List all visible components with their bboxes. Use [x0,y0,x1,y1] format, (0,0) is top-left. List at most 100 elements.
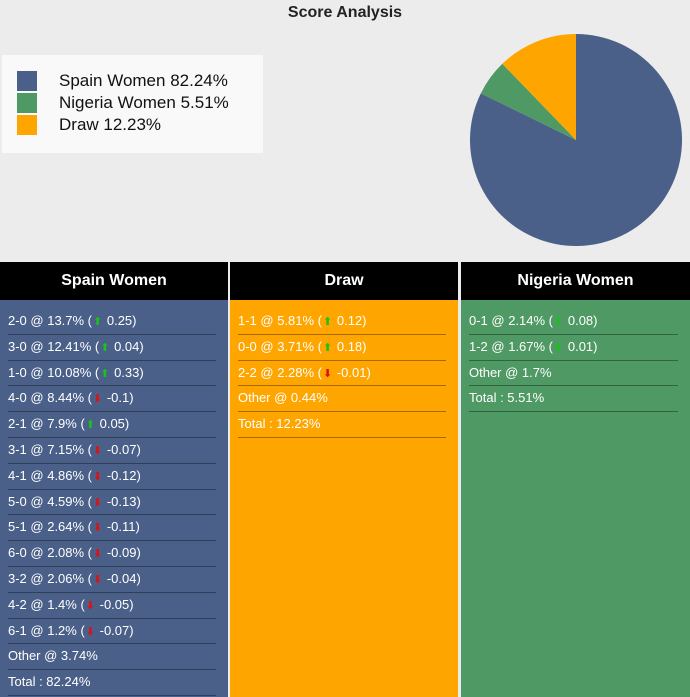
chart-title: Score Analysis [287,4,403,21]
legend-item-draw: Draw 12.23% [17,114,263,136]
score-text: Total : 5.51% [469,390,545,406]
score-text: Total : 82.24% [8,674,91,690]
arrow-down-icon: ⬇ [93,573,103,586]
score-change: 0.05) [96,416,130,432]
score-change: 0.33) [110,364,144,380]
score-change: -0.11) [103,519,140,535]
arrow-down-icon: ⬇ [93,470,103,483]
score-row: Total : 12.23% [238,412,446,438]
score-text: 6-1 @ 1.2% ( [8,622,85,638]
arrow-up-icon: ⬆ [554,316,564,328]
score-text: 3-0 @ 12.41% ( [8,338,100,354]
score-row: 2-0 @ 13.7% (⬆ 0.25) [8,309,216,335]
score-row: Other @ 1.7% [469,361,678,387]
pie-slice-draw [502,34,576,140]
arrow-down-icon: ⬇ [93,444,103,457]
score-text: Other @ 1.7% [469,364,552,380]
legend-label-nigeria: Nigeria Women 5.51% [59,93,229,112]
score-text: 1-0 @ 10.08% ( [8,364,100,380]
arrow-down-icon: ⬇ [85,599,95,612]
score-row: 1-1 @ 5.81% (⬆ 0.12) [238,309,446,335]
score-change: 0.12) [333,313,367,328]
arrow-down-icon: ⬇ [93,496,103,509]
score-text: 1-1 @ 5.81% ( [238,313,323,328]
arrow-down-icon: ⬇ [323,367,333,380]
arrow-up-icon: ⬆ [85,419,95,432]
legend-item-spain: Spain Women 82.24% [17,70,263,92]
score-text: 4-1 @ 4.86% ( [8,467,93,483]
score-text: 3-2 @ 2.06% ( [8,570,93,586]
column-draw: Draw 1-1 @ 5.81% (⬆ 0.12) 0-0 @ 3.71% (⬆ … [230,262,458,697]
arrow-up-icon: ⬆ [100,341,110,354]
score-text: 0-1 @ 2.14% ( [469,313,554,328]
arrow-up-icon: ⬆ [323,316,333,328]
score-row: 1-2 @ 1.67% (⬆ 0.01) [469,335,678,361]
arrow-down-icon: ⬇ [93,548,103,561]
pie-chart [470,34,683,246]
score-text: 2-1 @ 7.9% ( [8,416,85,432]
column-nigeria-women: Nigeria Women 0-1 @ 2.14% (⬆ 0.08) 1-2 @ … [461,262,690,697]
score-row: Total : 5.51% [469,386,678,413]
score-columns: Spain Women 2-0 @ 13.7% (⬆ 0.25) 3-0 @ 12… [0,262,690,697]
pie-slice-spain-women [470,34,683,246]
arrow-up-icon: ⬆ [93,316,103,328]
score-change: -0.12) [103,467,141,483]
score-change: -0.01) [333,364,371,380]
score-row: 4-0 @ 8.44% (⬇ -0.1) [8,386,216,413]
score-change: -0.1) [103,390,134,406]
legend-swatch-nigeria [17,93,37,113]
score-row: Other @ 3.74% [8,644,216,671]
score-text: Total : 12.23% [238,416,321,432]
pie-slice-nigeria-women [480,63,576,140]
score-row: Total : 82.24% [8,670,216,696]
score-text: 5-1 @ 2.64% ( [8,519,93,535]
arrow-up-icon: ⬆ [554,341,564,354]
score-change: 0.25) [103,313,137,328]
score-text: Other @ 3.74% [8,648,98,664]
arrow-down-icon: ⬇ [93,522,103,535]
score-change: -0.09) [103,545,141,561]
score-row: 2-1 @ 7.9% (⬆ 0.05) [8,412,216,438]
column-body-draw: 1-1 @ 5.81% (⬆ 0.12) 0-0 @ 3.71% (⬆ 0.18)… [230,300,458,697]
score-change: 0.18) [333,338,367,354]
score-row: 2-2 @ 2.28% (⬇ -0.01) [238,361,446,387]
legend-swatch-spain [17,71,37,91]
score-text: Other @ 0.44% [238,390,328,406]
arrow-down-icon: ⬇ [93,393,103,406]
legend: Spain Women 82.24% Nigeria Women 5.51% D… [2,55,263,153]
score-text: 3-1 @ 7.15% ( [8,441,93,457]
score-text: 6-0 @ 2.08% ( [8,545,93,561]
score-text: 4-2 @ 1.4% ( [8,596,85,612]
score-text: 0-0 @ 3.71% ( [238,338,323,354]
legend-swatch-draw [17,115,37,135]
legend-label-spain: Spain Women 82.24% [59,71,228,90]
score-row: 6-1 @ 1.2% (⬇ -0.07) [8,619,216,645]
score-text: 2-0 @ 13.7% ( [8,313,93,328]
score-change: 0.01) [564,338,598,354]
score-row: 4-2 @ 1.4% (⬇ -0.05) [8,593,216,619]
score-row: 6-0 @ 2.08% (⬇ -0.09) [8,541,216,567]
score-change: -0.05) [96,596,134,612]
score-row: 0-1 @ 2.14% (⬆ 0.08) [469,309,678,335]
score-row: Other @ 0.44% [238,386,446,413]
column-header-nigeria-women: Nigeria Women [461,262,690,300]
score-text: 2-2 @ 2.28% ( [238,364,323,380]
arrow-down-icon: ⬇ [85,625,95,638]
score-change: 0.08) [564,313,598,328]
score-row: 3-0 @ 12.41% (⬆ 0.04) [8,335,216,361]
score-row: 3-2 @ 2.06% (⬇ -0.04) [8,567,216,593]
score-change: 0.04) [110,338,144,354]
legend-label-draw: Draw 12.23% [59,115,162,134]
column-body-nigeria-women: 0-1 @ 2.14% (⬆ 0.08) 1-2 @ 1.67% (⬆ 0.01)… [461,300,690,697]
score-text: 4-0 @ 8.44% ( [8,390,93,406]
score-row: 4-1 @ 4.86% (⬇ -0.12) [8,464,216,490]
score-row: 3-1 @ 7.15% (⬇ -0.07) [8,438,216,464]
score-text: 5-0 @ 4.59% ( [8,493,93,509]
score-change: -0.07) [103,441,141,457]
column-body-spain-women: 2-0 @ 13.7% (⬆ 0.25) 3-0 @ 12.41% (⬆ 0.04… [0,300,228,697]
score-row: 5-1 @ 2.64% (⬇ -0.11) [8,515,216,542]
score-change: -0.07) [96,622,134,638]
column-header-draw: Draw [230,262,458,300]
score-change: -0.13) [103,493,141,509]
legend-item-nigeria: Nigeria Women 5.51% [17,92,263,114]
